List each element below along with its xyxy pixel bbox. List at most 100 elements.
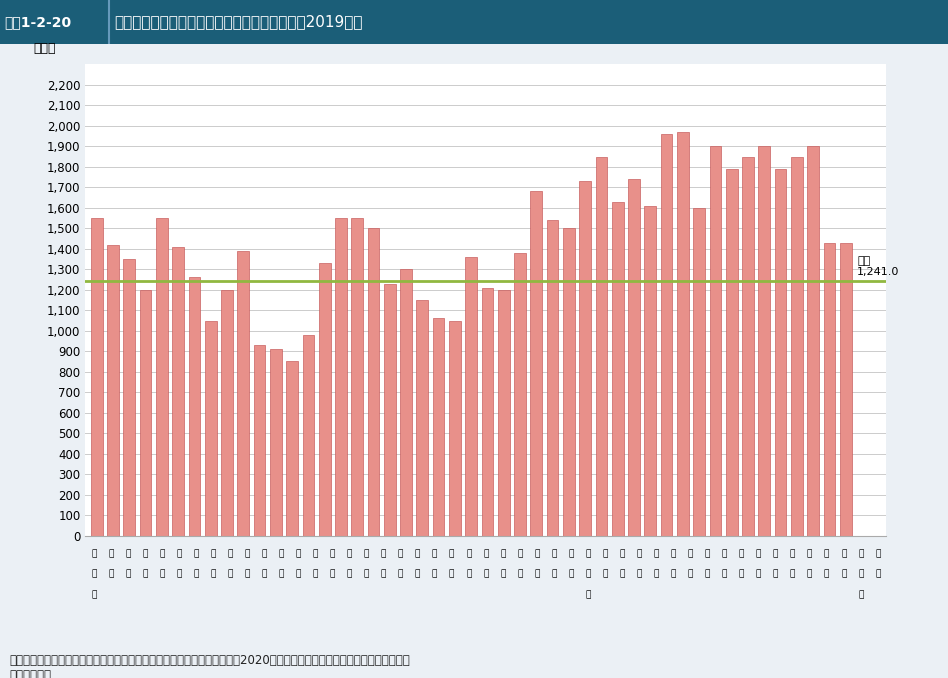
- Text: 鳥: 鳥: [602, 549, 608, 558]
- Bar: [547, 220, 558, 536]
- Text: 熊: 熊: [807, 549, 812, 558]
- Text: 馬: 馬: [245, 570, 250, 578]
- Text: 手: 手: [125, 570, 131, 578]
- Bar: [465, 257, 477, 536]
- Bar: [221, 290, 233, 536]
- Text: 根: 根: [619, 570, 625, 578]
- Bar: [775, 169, 787, 536]
- Text: 東: 東: [296, 549, 301, 558]
- Bar: [173, 247, 184, 536]
- Text: 鹿: 鹿: [858, 549, 864, 558]
- Text: 秋: 秋: [159, 549, 165, 558]
- Text: 山: 山: [398, 549, 404, 558]
- Text: 野: 野: [415, 570, 420, 578]
- Bar: [579, 181, 591, 536]
- Text: 高: 高: [738, 549, 744, 558]
- Text: 川: 川: [364, 570, 370, 578]
- Bar: [400, 269, 412, 536]
- Bar: [156, 218, 168, 536]
- Text: 群: 群: [245, 549, 250, 558]
- Text: 形: 形: [176, 570, 182, 578]
- Text: 京: 京: [296, 570, 301, 578]
- Text: 大: 大: [535, 549, 539, 558]
- Text: 長: 長: [790, 549, 795, 558]
- Bar: [368, 228, 379, 536]
- Text: 崎: 崎: [841, 570, 847, 578]
- Bar: [237, 251, 249, 536]
- Text: 島: 島: [193, 570, 199, 578]
- Bar: [611, 201, 624, 536]
- Bar: [123, 259, 136, 536]
- Text: 潟: 潟: [330, 570, 336, 578]
- Text: 岡: 岡: [449, 570, 454, 578]
- Bar: [91, 218, 102, 536]
- Text: 庫: 庫: [552, 570, 556, 578]
- Bar: [709, 146, 721, 536]
- Text: 良: 良: [568, 570, 574, 578]
- Text: 奈: 奈: [313, 570, 319, 578]
- Text: 石: 石: [364, 549, 370, 558]
- Bar: [677, 132, 688, 536]
- Text: 香: 香: [704, 549, 710, 558]
- Bar: [254, 345, 265, 536]
- Text: 重: 重: [483, 570, 488, 578]
- Text: 山: 山: [347, 570, 353, 578]
- Bar: [758, 146, 770, 536]
- Text: 福: 福: [193, 549, 199, 558]
- Text: 森: 森: [108, 570, 114, 578]
- Text: 神: 神: [313, 549, 319, 558]
- Bar: [205, 321, 216, 536]
- Text: 口: 口: [670, 570, 676, 578]
- Bar: [416, 300, 428, 536]
- Bar: [742, 157, 754, 536]
- Bar: [726, 169, 738, 536]
- Bar: [302, 335, 314, 536]
- Text: 長: 長: [415, 549, 420, 558]
- Text: 本: 本: [807, 570, 812, 578]
- Text: 山: 山: [176, 549, 182, 558]
- Text: 田: 田: [159, 570, 165, 578]
- Text: 和: 和: [585, 549, 591, 558]
- Text: 木: 木: [228, 570, 233, 578]
- Text: 道: 道: [91, 590, 97, 599]
- Text: 徳: 徳: [687, 549, 693, 558]
- Text: 千: 千: [279, 549, 284, 558]
- Text: 海: 海: [91, 570, 97, 578]
- Text: 北: 北: [91, 549, 97, 558]
- Text: 川: 川: [704, 570, 710, 578]
- Text: 媛: 媛: [721, 570, 727, 578]
- Text: 縄: 縄: [875, 570, 881, 578]
- Text: 岡: 岡: [756, 570, 761, 578]
- Text: 梨: 梨: [398, 570, 404, 578]
- Text: 全国
1,241.0: 全国 1,241.0: [857, 256, 900, 277]
- Text: 井: 井: [381, 570, 387, 578]
- Bar: [139, 290, 152, 536]
- Text: 京: 京: [518, 549, 522, 558]
- Bar: [661, 134, 672, 536]
- Text: 阪: 阪: [535, 570, 539, 578]
- Text: 取: 取: [602, 570, 608, 578]
- Text: 宮: 宮: [841, 549, 847, 558]
- Text: 島: 島: [653, 570, 659, 578]
- Text: 愛: 愛: [721, 549, 727, 558]
- Text: 福: 福: [381, 549, 387, 558]
- Bar: [629, 179, 640, 536]
- Bar: [319, 263, 331, 536]
- Text: 玉: 玉: [262, 570, 267, 578]
- Text: 城: 城: [210, 570, 216, 578]
- Bar: [107, 245, 118, 536]
- Text: 山: 山: [636, 570, 642, 578]
- Text: 静: 静: [449, 549, 454, 558]
- Text: 大: 大: [824, 549, 830, 558]
- Bar: [286, 361, 298, 536]
- Bar: [808, 146, 819, 536]
- Text: 歌: 歌: [585, 570, 591, 578]
- Text: 兵: 兵: [552, 549, 556, 558]
- Bar: [563, 228, 574, 536]
- Bar: [498, 290, 510, 536]
- Text: 岡: 岡: [636, 549, 642, 558]
- Text: 都: 都: [518, 570, 522, 578]
- Bar: [384, 283, 395, 536]
- Bar: [824, 243, 835, 536]
- Bar: [335, 218, 347, 536]
